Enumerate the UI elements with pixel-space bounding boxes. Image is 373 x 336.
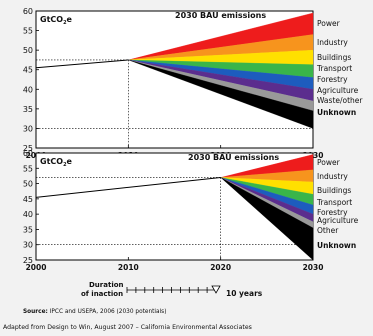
top-legend: Power Industry Buildings Transport Forestry A… [316, 19, 363, 117]
inaction-label-line2: of inaction [81, 290, 123, 298]
bottom-legend: Power Industry Buildings TransportForestryA… [316, 158, 359, 250]
bottom-ytick-label: 40 [23, 210, 33, 219]
bottom-ytick-label: 35 [23, 225, 33, 234]
bottom-legend-agriculture: Agriculture [317, 216, 359, 225]
top-legend-buildings: Buildings [317, 53, 351, 62]
bottom-ytick-label: 60 [23, 149, 33, 158]
top-legend-forestry: Forestry [317, 75, 348, 84]
top-legend-agriculture: Agriculture [317, 86, 359, 95]
bottom-legend-other: Other [317, 226, 339, 235]
bottom-legend-forestry: Forestry [317, 208, 348, 217]
top-ytick-label: 45 [23, 66, 33, 75]
top-legend-industry: Industry [317, 38, 348, 47]
inaction-ruler [126, 285, 221, 294]
bottom-wedge-unknown [220, 177, 314, 261]
inaction-label-line1: Duration [89, 281, 124, 289]
bottom-legend-buildings: Buildings [317, 186, 351, 195]
bottom-xtick-label: 2000 [26, 263, 47, 272]
top-legend-power: Power [317, 19, 341, 28]
inaction-arrow-icon [211, 285, 221, 294]
bottom-xtick-label: 2030 [303, 263, 324, 272]
top-ytick-label: 60 [23, 7, 33, 16]
top-legend-unknown: Unknown [317, 108, 356, 117]
top-ytick-label: 35 [23, 105, 33, 114]
bottom-legend-unknown: Unknown [317, 241, 356, 250]
bottom-unit-label: GtCO2e [40, 157, 73, 168]
top-ytick-label: 25 [23, 144, 33, 153]
top-baseline-line [35, 59, 129, 69]
top-legend-transport: Transport [316, 64, 352, 73]
top-ytick-label: 55 [23, 27, 33, 36]
top-ytick-label: 40 [23, 85, 33, 94]
top-chart-title: 2030 BAU emissions [175, 11, 266, 20]
source-note: Source: IPCC and USEPA, 2006 (2030 poten… [23, 309, 166, 315]
top-wedges [128, 12, 314, 129]
top-wedge-unknown [128, 59, 314, 129]
bottom-ytick-label: 25 [23, 256, 33, 265]
footer-note: Adapted from Design to Win, August 2007 … [3, 324, 252, 331]
top-unit-label: GtCO2e [40, 15, 73, 26]
bottom-ytick-label: 55 [23, 164, 33, 173]
inaction-years-label: 10 years [226, 289, 263, 298]
top-ytick-label: 30 [23, 124, 33, 133]
bottom-xtick-label: 2010 [118, 263, 139, 272]
bottom-wedges [220, 154, 314, 261]
bottom-ytick-label: 30 [23, 241, 33, 250]
bottom-legend-transport: Transport [316, 198, 352, 207]
top-ytick-label: 50 [23, 46, 33, 55]
bottom-axes: 25 30 35 40 45 50 55 60 2000 2010 2020 2030 [23, 149, 324, 272]
bottom-ytick-label: 50 [23, 180, 33, 189]
bottom-ytick-label: 45 [23, 195, 33, 204]
bottom-xtick-label: 2020 [210, 263, 231, 272]
bottom-legend-power: Power [317, 158, 341, 167]
bottom-legend-industry: Industry [317, 172, 348, 181]
bottom-baseline-line [35, 176, 221, 198]
bottom-chart-title: 2030 BAU emissions [188, 153, 279, 162]
top-legend-wasteother: Waste/other [317, 96, 363, 105]
